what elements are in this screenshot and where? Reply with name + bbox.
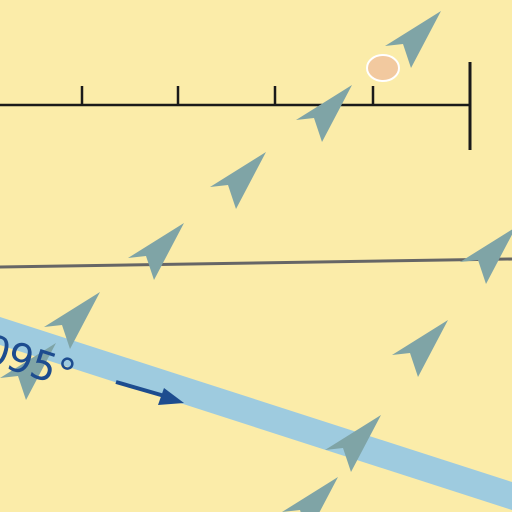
wind-arrowhead-icon: [128, 223, 184, 280]
wind-arrowhead-icon: [460, 229, 512, 284]
course-band: [0, 317, 512, 510]
scale-bar: [0, 62, 472, 150]
wind-arrowhead-icon: [210, 152, 266, 209]
wind-arrowhead-icon: [385, 11, 441, 68]
wind-arrowhead-icon: [325, 415, 381, 472]
wind-arrowhead-icon: [296, 85, 352, 142]
wind-marks: [0, 11, 512, 512]
wind-arrowhead-icon: [282, 477, 338, 512]
arrow-right-icon: [115, 380, 184, 405]
wind-arrowhead-icon: [0, 343, 56, 400]
latitude-line: [0, 257, 512, 269]
marker-dot: [366, 54, 400, 82]
wind-arrowhead-icon: [44, 292, 100, 349]
wind-arrowhead-icon: [392, 320, 448, 377]
